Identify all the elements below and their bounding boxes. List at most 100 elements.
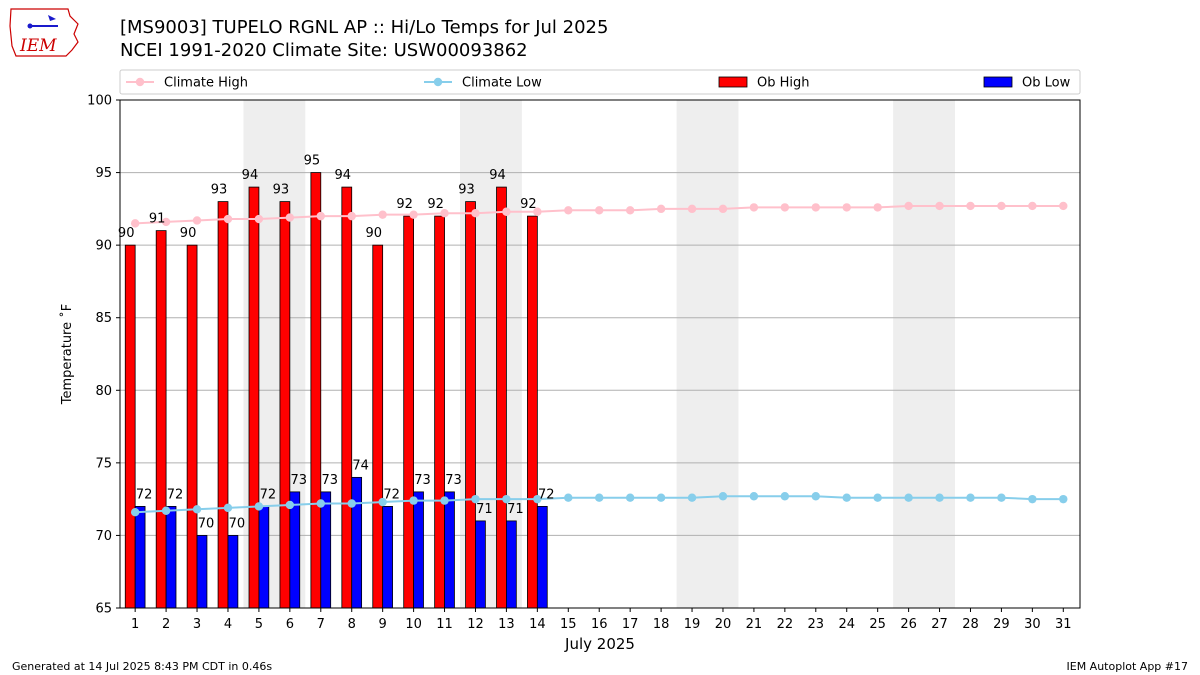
x-tick-label: 18 (653, 617, 670, 632)
legend-label: Climate Low (462, 76, 542, 91)
climate-high-point (997, 201, 1006, 211)
ob-low-label: 74 (352, 458, 369, 473)
ob-low-label: 73 (291, 473, 308, 488)
climate-low-point (471, 494, 480, 504)
climate-high-point (935, 201, 944, 211)
data-labels: 90 91 90 93 94 93 95 94 90 92 92 93 94 92 72 72 70 70 72 73… (118, 154, 555, 532)
climate-low-point (161, 506, 171, 515)
ob-high-label: 90 (365, 226, 382, 241)
x-tick-label: 21 (746, 617, 763, 632)
climate-low-point (347, 499, 356, 508)
climate-high-point (161, 217, 171, 227)
ob-low-label: 71 (476, 502, 493, 517)
climate-low-point (780, 492, 790, 501)
ob-high-label: 93 (273, 183, 290, 198)
ob-low-label: 73 (445, 473, 462, 488)
climate-low-point (130, 508, 140, 517)
x-tick-label: 3 (193, 617, 201, 632)
climate-high-point (440, 209, 449, 218)
climate-high-point (780, 203, 790, 212)
x-axis-label: July 2025 (564, 635, 635, 653)
x-tick-label: 14 (529, 617, 546, 632)
climate-high-point (316, 211, 325, 221)
x-tick-label: 7 (317, 617, 325, 632)
climate-low-point (811, 492, 820, 501)
climate-high-point (409, 210, 418, 219)
climate-low-point (409, 496, 418, 505)
ob-high-bar (124, 244, 136, 609)
x-tick-label: 1 (131, 617, 139, 632)
ob-low-bar (475, 520, 486, 609)
y-tick-label: 85 (95, 311, 112, 326)
ob-low-label: 72 (260, 487, 277, 502)
x-tick-label: 31 (1055, 617, 1072, 632)
x-tick-label: 23 (808, 617, 825, 632)
legend: Climate High Climate Low Ob High Ob Low (119, 69, 1081, 95)
climate-low-point (718, 492, 728, 501)
ob-low-bar (258, 505, 270, 609)
climate-high-point (502, 207, 511, 216)
climate-high-point (749, 203, 759, 212)
generated-timestamp: Generated at 14 Jul 2025 8:43 PM CDT in … (12, 660, 273, 673)
climate-low-point (966, 493, 975, 502)
x-tick-label: 15 (560, 617, 577, 632)
climate-low-point (687, 493, 697, 502)
legend-box (119, 69, 1081, 95)
ob-high-bar (372, 244, 384, 609)
climate-low-point (842, 493, 851, 502)
x-tick-label: 8 (348, 617, 356, 632)
climate-lines (130, 201, 1068, 517)
climate-low-point (873, 493, 882, 502)
climate-high-point (842, 203, 851, 212)
climate-low-point (625, 493, 635, 502)
ob-low-bar (320, 491, 332, 609)
x-tick-label: 30 (1024, 617, 1041, 632)
legend-marker (433, 77, 443, 87)
weekend-band (893, 100, 956, 608)
climate-high-point (192, 216, 202, 225)
climate-low-point (1028, 494, 1037, 504)
weekend-band (676, 100, 739, 608)
ob-low-label: 70 (229, 516, 246, 531)
climate-low-point (749, 492, 759, 501)
climate-low-point (564, 493, 573, 502)
ob-high-label: 90 (180, 226, 197, 241)
ob-low-bar (134, 505, 146, 609)
ob-low-bar (351, 476, 363, 609)
x-tick-label: 13 (498, 617, 515, 632)
y-tick-label: 90 (95, 239, 112, 254)
climate-low-point (440, 496, 449, 505)
ob-high-label: 94 (242, 168, 259, 183)
climate-high-point (254, 214, 264, 224)
ob-low-label: 73 (414, 473, 431, 488)
ob-high-label: 91 (149, 212, 166, 227)
ob-high-bar (527, 215, 538, 609)
climate-high-point (533, 207, 542, 216)
x-tick-label: 27 (931, 617, 948, 632)
y-axis-label: Temperature ˚F (59, 304, 75, 405)
x-tick-label: 6 (286, 617, 294, 632)
ob-low-bar (289, 491, 301, 609)
ob-high-label: 94 (335, 168, 352, 183)
ob-high-bar (155, 230, 167, 609)
x-tick-label: 9 (379, 617, 387, 632)
legend-label: Climate High (164, 76, 248, 91)
ob-low-label: 73 (321, 473, 338, 488)
x-tick-label: 29 (993, 617, 1010, 632)
x-tick-label: 10 (405, 617, 422, 632)
y-tick-label: 75 (95, 456, 112, 471)
ob-high-bar (403, 215, 414, 609)
climate-high-point (625, 206, 635, 215)
ob-low-bar (413, 491, 424, 609)
climate-low-point (656, 493, 666, 502)
bars (124, 172, 548, 609)
ob-low-bar (506, 520, 517, 609)
climate-low-point (223, 503, 233, 513)
plot-frame (119, 99, 1081, 609)
legend-bar-swatch (983, 76, 1013, 88)
ob-high-bar (465, 201, 476, 609)
climate-low-point (316, 499, 325, 508)
x-tick-label: 24 (838, 617, 855, 632)
ob-high-bar (310, 172, 322, 609)
